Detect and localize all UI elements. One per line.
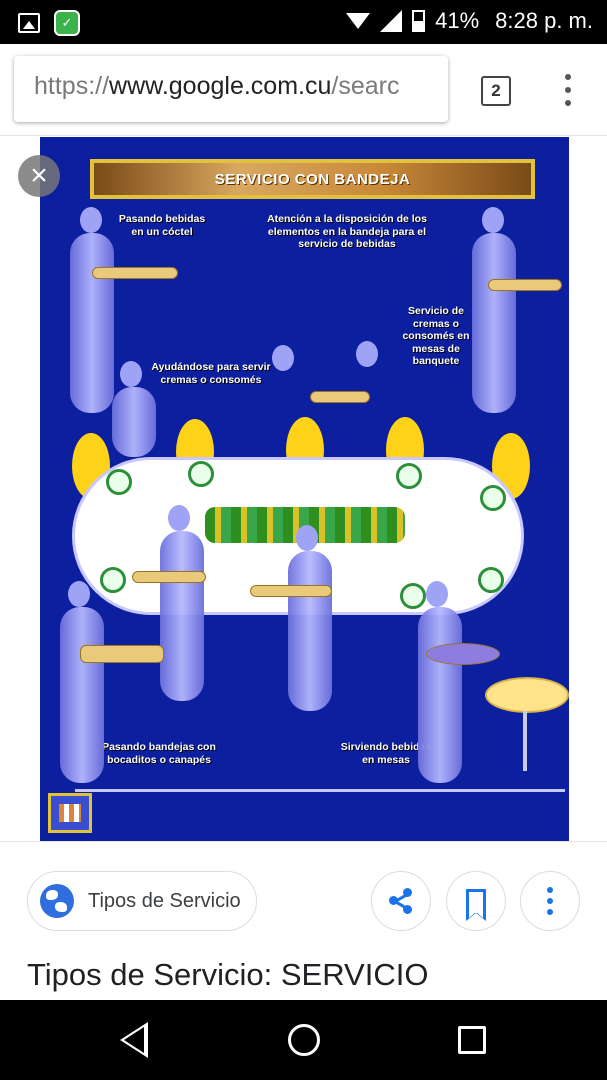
waiter-head <box>272 345 294 371</box>
serving-tray <box>310 391 370 403</box>
url-scheme: https:// <box>34 72 110 100</box>
result-title[interactable]: Tipos de Servicio: SERVICIO <box>27 957 429 992</box>
serving-tray <box>92 267 178 279</box>
battery-percent: 41% <box>435 8 480 33</box>
gallery-notification-icon <box>18 13 40 33</box>
bookmark-icon <box>466 889 486 921</box>
home-icon[interactable] <box>288 1024 320 1056</box>
signal-icon <box>380 10 403 32</box>
waiter-head <box>168 505 190 531</box>
app-notification-icon: ✓ <box>54 10 80 36</box>
plate <box>478 567 504 593</box>
system-nav-bar <box>0 1000 607 1080</box>
waiter-figure <box>160 531 204 701</box>
save-button[interactable] <box>446 871 506 931</box>
serving-tray <box>488 279 562 291</box>
poster-label-tables: Sirviendo bebidas en mesas <box>340 741 432 766</box>
image-viewer: SERVICIO CON BANDEJA Pasando bebidas en … <box>0 137 607 841</box>
more-options-button[interactable] <box>520 871 580 931</box>
waiter-head <box>80 207 102 233</box>
source-label: Tipos de Servicio <box>88 889 241 912</box>
poster-logo <box>48 793 92 833</box>
url-host: www.google.com.cu <box>109 72 332 100</box>
waiter-figure <box>418 607 462 783</box>
browser-toolbar: https://www.google.com.cu/searc 2 <box>0 44 607 136</box>
globe-icon <box>40 884 74 918</box>
status-bar: ✓ 41% 8:28 p. m. <box>0 0 607 44</box>
plate <box>100 567 126 593</box>
tab-switcher-button[interactable]: 2 <box>481 76 511 106</box>
serving-tray <box>426 643 500 665</box>
floor-line <box>75 789 565 792</box>
plate <box>480 485 506 511</box>
waiter-figure <box>70 233 114 413</box>
poster-title: SERVICIO CON BANDEJA <box>90 159 535 199</box>
waiter-head <box>296 525 318 551</box>
source-chip[interactable]: Tipos de Servicio <box>27 871 257 931</box>
waiter-head <box>120 361 142 387</box>
waiter-head <box>356 341 378 367</box>
share-icon <box>388 888 414 914</box>
poster-label-banquet: Servicio de cremas o consomés en mesas d… <box>402 305 470 367</box>
plate <box>400 583 426 609</box>
poster-label-tray-attention: Atención a la disposición de los element… <box>267 213 427 250</box>
wifi-icon <box>346 13 371 29</box>
plate <box>188 461 214 487</box>
waiter-figure <box>60 607 104 783</box>
waiter-head <box>68 581 90 607</box>
serving-tray <box>250 585 332 597</box>
side-table <box>485 677 569 713</box>
waiter-figure <box>112 387 156 457</box>
battery-icon <box>412 10 426 32</box>
waiter-figure <box>472 233 516 413</box>
waiter-head <box>482 207 504 233</box>
url-path: /searc <box>331 72 400 100</box>
serving-tray <box>132 571 206 583</box>
result-image[interactable]: SERVICIO CON BANDEJA Pasando bebidas en … <box>40 137 569 841</box>
more-vert-icon <box>547 887 553 915</box>
address-bar[interactable]: https://www.google.com.cu/searc <box>14 56 448 122</box>
browser-menu-icon[interactable] <box>556 72 580 108</box>
share-button[interactable] <box>371 871 431 931</box>
result-card: Tipos de Servicio Tipos de Servicio: SER… <box>0 841 607 1000</box>
poster-label-canapes: Pasando bandejas con bocaditos o canapés <box>102 741 216 766</box>
plate <box>396 463 422 489</box>
side-table-leg <box>523 711 527 771</box>
close-button[interactable]: × <box>18 155 60 197</box>
serving-tray <box>80 645 164 663</box>
plate <box>106 469 132 495</box>
clock: 8:28 p. m. <box>495 8 593 33</box>
poster-label-creams: Ayudándose para servir cremas o consomés <box>151 361 271 386</box>
waiter-head <box>426 581 448 607</box>
recent-apps-icon[interactable] <box>458 1026 486 1054</box>
waiter-figure <box>288 551 332 711</box>
back-icon[interactable] <box>120 1022 148 1058</box>
poster-label-cocktail: Pasando bebidas en un cóctel <box>118 213 206 238</box>
